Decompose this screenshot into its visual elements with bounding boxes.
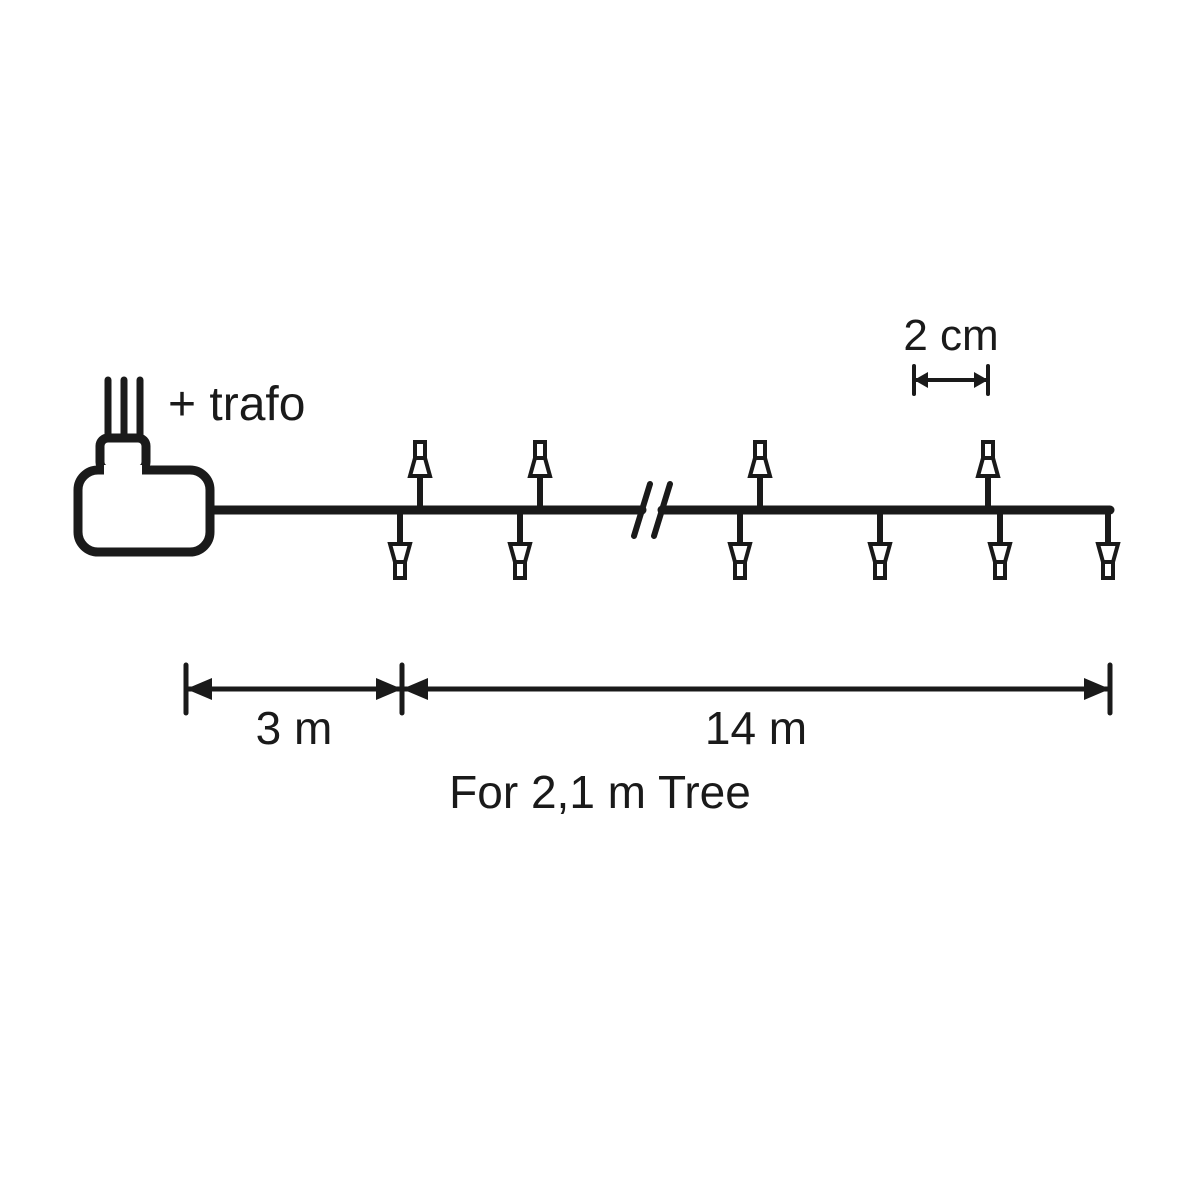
tree-note-label: For 2,1 m Tree <box>449 766 751 818</box>
lit-length-label: 14 m <box>705 702 807 754</box>
canvas-bg <box>0 0 1200 1200</box>
spacing-label: 2 cm <box>903 311 998 360</box>
lead-length-label: 3 m <box>256 702 333 754</box>
string-light-dimension-diagram: 2 cm 3 m 14 m + trafo For 2,1 m Tree <box>0 0 1200 1200</box>
trafo-label: + trafo <box>168 378 305 431</box>
